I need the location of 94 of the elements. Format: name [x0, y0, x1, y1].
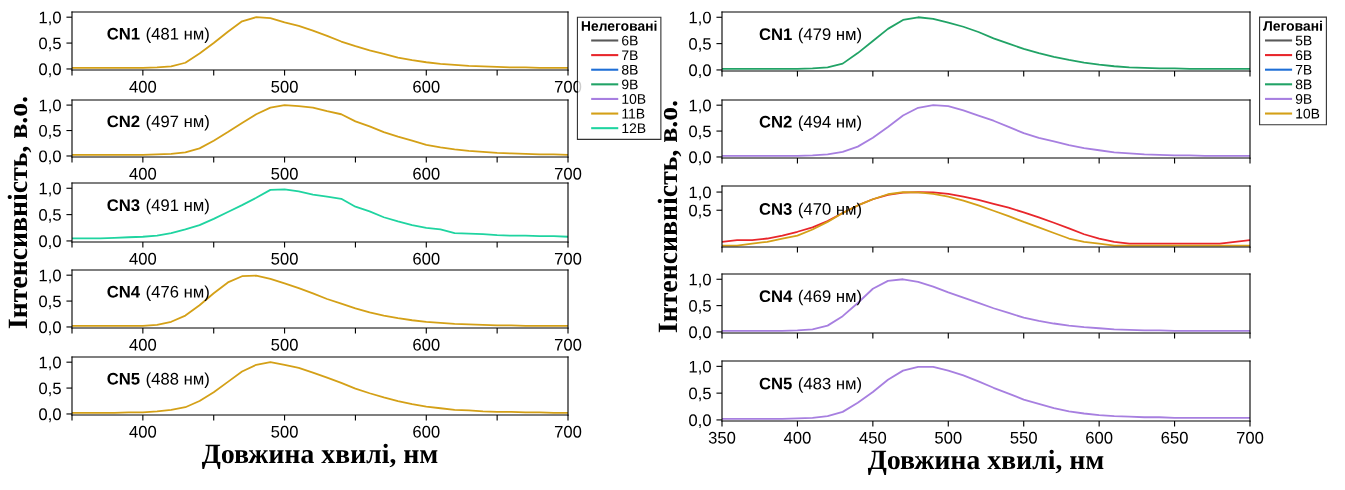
- x-tick-label: 600: [413, 167, 440, 180]
- text: CN2: [759, 115, 792, 128]
- legend-label: 12В: [622, 123, 646, 134]
- legend-label: 6В: [622, 35, 638, 46]
- y-axis-title: Інтенсивність, в.о.: [657, 101, 682, 333]
- text: CN3: [759, 203, 792, 215]
- text: CN2: [107, 115, 140, 128]
- legend-title: Леговані: [1263, 20, 1322, 31]
- x-tick-label: 400: [783, 431, 811, 444]
- text: CN5: [107, 372, 140, 385]
- y-tick-label: 0,0: [39, 408, 61, 423]
- x-tick-label: 600: [413, 425, 440, 438]
- x-tick-label: 700: [554, 425, 582, 438]
- legend-label: 5В: [1295, 35, 1312, 46]
- y-tick-label: 0,0: [689, 414, 711, 429]
- x-axis-title: Довжина хвилі, нм: [201, 443, 438, 469]
- y-tick-label: 1,0: [39, 182, 61, 197]
- y-tick-label: 0,0: [39, 63, 61, 78]
- text: CN1: [759, 28, 792, 41]
- text: (483 нм): [798, 377, 862, 393]
- x-tick-label: 500: [271, 167, 298, 180]
- legend-label: 9В: [622, 79, 638, 90]
- text: CN5: [759, 377, 792, 390]
- y-tick-label: 0,5: [39, 37, 61, 52]
- x-tick-label: 600: [1086, 431, 1113, 444]
- x-tick-label: 700: [554, 252, 582, 265]
- y-tick-label: 0,5: [689, 125, 711, 140]
- text: (488 нм): [146, 372, 209, 388]
- y-tick-label: 0,5: [689, 38, 711, 52]
- y-tick-label: 1,0: [689, 11, 711, 26]
- legend-title: Нелеговані: [581, 20, 657, 31]
- y-tick-label: 0,5: [39, 124, 61, 139]
- x-tick-label: 400: [129, 80, 157, 93]
- y-axis-title: Інтенсивність, в.о.: [7, 97, 32, 329]
- y-tick-label: 1,0: [689, 99, 711, 114]
- text: (469 нм): [798, 289, 862, 306]
- text: (481 нм): [146, 27, 209, 43]
- text: (476 нм): [146, 285, 209, 301]
- y-tick-label: 0,5: [689, 387, 711, 402]
- x-tick-label: 350: [708, 431, 736, 444]
- legend-label: 7В: [1295, 65, 1312, 75]
- y-tick-label: 1,0: [689, 273, 711, 288]
- x-tick-label: 450: [859, 431, 887, 444]
- x-tick-label: 400: [129, 252, 157, 265]
- x-tick-label: 700: [554, 167, 582, 180]
- legend-label: 11В: [622, 108, 645, 119]
- text: CN3: [107, 199, 140, 212]
- x-tick-label: 500: [271, 425, 298, 438]
- x-tick-label: 600: [413, 252, 440, 265]
- legend-label: 9В: [1295, 94, 1312, 104]
- x-tick-label: 500: [271, 338, 298, 351]
- y-tick-label: 0,5: [689, 204, 711, 219]
- text: CN4: [107, 285, 140, 298]
- y-tick-label: 0,5: [39, 295, 61, 310]
- x-tick-label: 550: [1010, 431, 1037, 444]
- y-tick-label: 0,0: [39, 235, 61, 250]
- x-tick-label: 400: [129, 338, 157, 351]
- text: (491 нм): [146, 198, 209, 215]
- y-tick-label: 1,0: [39, 269, 61, 284]
- x-tick-label: 400: [129, 167, 157, 180]
- x-tick-label: 500: [271, 252, 298, 265]
- x-tick-label: 600: [413, 338, 440, 351]
- y-tick-label: 1,0: [689, 186, 711, 201]
- y-tick-label: 1,0: [39, 11, 61, 26]
- text: (494 нм): [798, 115, 862, 131]
- text: CN4: [759, 290, 793, 303]
- text: CN1: [107, 27, 140, 40]
- y-tick-label: 0,5: [689, 300, 711, 314]
- x-tick-label: 700: [1236, 431, 1264, 444]
- y-tick-label: 1,0: [689, 360, 711, 375]
- legend-label: 7В: [622, 50, 638, 60]
- legend-label: 10В: [622, 94, 646, 104]
- x-tick-label: 650: [1161, 431, 1188, 444]
- y-tick-label: 0,0: [689, 151, 711, 166]
- y-tick-label: 0,0: [689, 64, 711, 79]
- y-tick-label: 1,0: [39, 356, 61, 371]
- y-tick-label: 0,5: [39, 382, 61, 397]
- y-tick-label: 0,0: [39, 321, 61, 336]
- legend-label: 8В: [621, 64, 638, 75]
- x-tick-label: 600: [413, 80, 440, 93]
- x-tick-label: 400: [129, 425, 157, 438]
- x-axis-title: Довжина хвилі, нм: [867, 449, 1104, 475]
- x-tick-label: 500: [271, 80, 298, 93]
- y-tick-label: 0,5: [39, 209, 61, 223]
- legend-label: 8В: [1295, 79, 1312, 90]
- x-tick-label: 700: [554, 338, 582, 351]
- text: (479 нм): [798, 27, 862, 44]
- legend-label: 10В: [1296, 108, 1320, 119]
- y-tick-label: 1,0: [39, 99, 61, 114]
- text: (497 нм): [146, 115, 209, 131]
- y-tick-label: 0,0: [39, 150, 61, 165]
- x-tick-label: 500: [935, 431, 962, 444]
- y-tick-label: 0,0: [689, 326, 711, 341]
- legend-label: 6В: [1295, 50, 1312, 61]
